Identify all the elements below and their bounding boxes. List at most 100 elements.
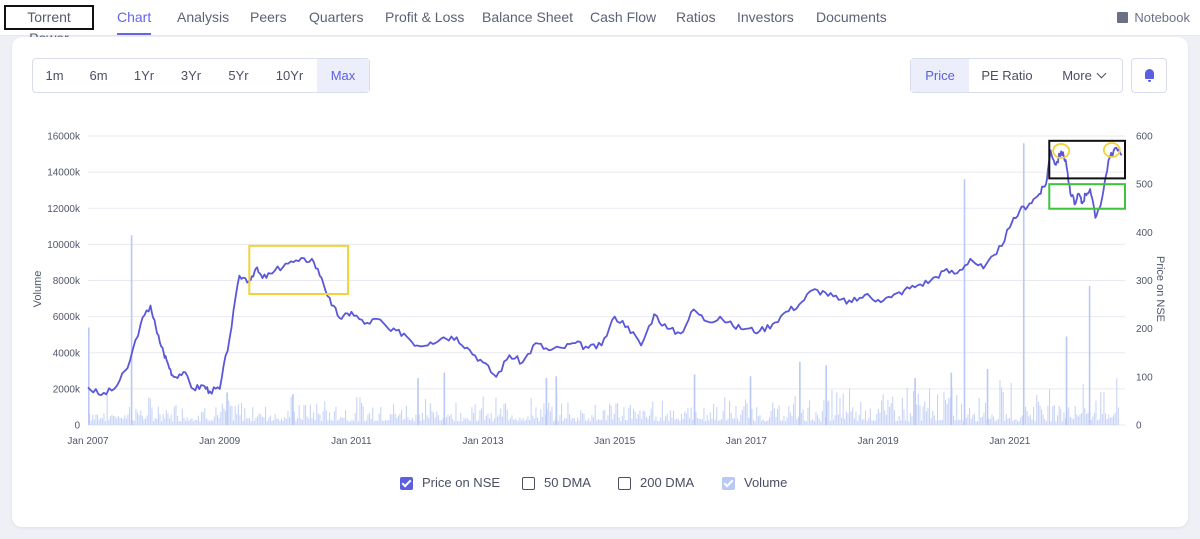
volume-bar — [487, 413, 489, 425]
volume-bar — [111, 414, 113, 425]
metric-price[interactable]: Price — [911, 59, 969, 92]
volume-bar — [865, 410, 867, 425]
volume-bar — [393, 404, 395, 425]
volume-bar — [1082, 383, 1084, 425]
volume-bar — [997, 418, 999, 425]
volume-bar — [130, 235, 133, 425]
tab-profit-loss[interactable]: Profit & Loss — [385, 9, 465, 25]
volume-bar — [871, 420, 873, 425]
volume-bar — [349, 421, 351, 425]
volume-bar — [831, 389, 833, 425]
volume-bar — [493, 418, 495, 425]
volume-bar — [949, 397, 951, 425]
volume-bar — [545, 414, 547, 425]
volume-bar — [559, 415, 561, 425]
volume-bar — [370, 418, 372, 425]
range-6m[interactable]: 6m — [89, 68, 108, 83]
metric-pe-ratio[interactable]: PE Ratio — [981, 68, 1033, 83]
volume-bar — [420, 421, 422, 425]
range-5yr[interactable]: 5Yr — [228, 68, 249, 83]
checkbox-50dma-icon — [522, 477, 535, 490]
volume-bar — [873, 420, 875, 425]
tab-balance-sheet[interactable]: Balance Sheet — [482, 9, 574, 25]
volume-bar — [443, 372, 446, 425]
volume-bar — [346, 420, 348, 425]
y-tick-label: 10000k — [47, 240, 81, 251]
volume-bar — [345, 410, 347, 425]
range-10yr[interactable]: 10Yr — [275, 68, 304, 83]
range-3yr[interactable]: 3Yr — [180, 68, 202, 83]
volume-bar — [423, 419, 425, 425]
tab-ratios[interactable]: Ratios — [676, 9, 716, 25]
volume-bar — [895, 421, 897, 425]
volume-bar — [319, 414, 321, 425]
volume-bar — [785, 421, 787, 425]
company-name[interactable]: Torrent Power — [4, 5, 94, 46]
volume-bar — [881, 400, 883, 425]
volume-bar — [975, 421, 977, 425]
volume-bar — [369, 413, 371, 425]
volume-bar — [919, 405, 921, 425]
volume-bar — [802, 409, 804, 425]
volume-bar — [847, 413, 849, 425]
volume-bar — [727, 418, 729, 425]
volume-bar — [897, 420, 899, 425]
volume-bar — [841, 417, 843, 425]
volume-bar — [1028, 416, 1030, 425]
volume-bar — [777, 409, 779, 425]
volume-bar — [405, 405, 407, 425]
volume-bar — [553, 421, 555, 425]
volume-bar — [287, 410, 289, 425]
tab-peers[interactable]: Peers — [250, 9, 287, 25]
metric-more-dropdown[interactable]: More — [1045, 59, 1122, 92]
legend-price[interactable]: Price on NSE — [400, 473, 500, 493]
volume-bar — [649, 415, 651, 425]
volume-bar — [733, 418, 735, 425]
volume-bar — [303, 404, 305, 425]
volume-bar — [377, 420, 379, 425]
tab-analysis[interactable]: Analysis — [177, 9, 230, 25]
notebook-link[interactable]: Notebook — [1117, 0, 1190, 35]
price-line — [87, 146, 1123, 396]
volume-bar — [421, 412, 423, 425]
volume-bar — [961, 404, 963, 425]
tab-quarters[interactable]: Quarters — [309, 9, 364, 25]
alert-button[interactable] — [1131, 58, 1167, 93]
volume-bar — [317, 413, 319, 425]
volume-bar — [261, 417, 263, 425]
y2-tick-label: 100 — [1136, 372, 1153, 383]
volume-bar — [1092, 416, 1094, 425]
range-1m[interactable]: 1m — [45, 68, 64, 83]
volume-bar — [551, 406, 553, 425]
volume-bar — [106, 395, 108, 425]
volume-bar — [714, 419, 716, 425]
volume-bar — [772, 402, 774, 425]
volume-bar — [127, 414, 129, 425]
volume-bar — [1085, 414, 1087, 425]
volume-bar — [855, 411, 857, 425]
legend-volume[interactable]: Volume — [722, 473, 787, 493]
volume-bar — [439, 420, 441, 425]
tab-chart[interactable]: Chart — [117, 0, 152, 35]
volume-bar — [972, 415, 974, 425]
volume-bar — [948, 398, 950, 425]
volume-bar — [365, 420, 367, 425]
volume-bar — [1044, 419, 1046, 425]
volume-bar — [876, 414, 878, 425]
volume-bar — [164, 418, 166, 425]
range-max[interactable]: Max — [317, 59, 369, 92]
volume-bar — [322, 411, 324, 425]
volume-bar — [1117, 407, 1119, 425]
volume-bar — [122, 419, 124, 425]
legend-200dma[interactable]: 200 DMA — [618, 473, 694, 493]
volume-bar — [687, 407, 689, 425]
volume-bar — [409, 420, 411, 425]
range-1yr[interactable]: 1Yr — [133, 68, 155, 83]
tab-investors[interactable]: Investors — [737, 9, 794, 25]
volume-bar — [745, 399, 747, 425]
tab-cash-flow[interactable]: Cash Flow — [590, 9, 657, 25]
tab-documents[interactable]: Documents — [816, 9, 887, 25]
volume-bar — [479, 410, 481, 425]
legend-50dma[interactable]: 50 DMA — [522, 473, 591, 493]
volume-bar — [629, 404, 631, 425]
